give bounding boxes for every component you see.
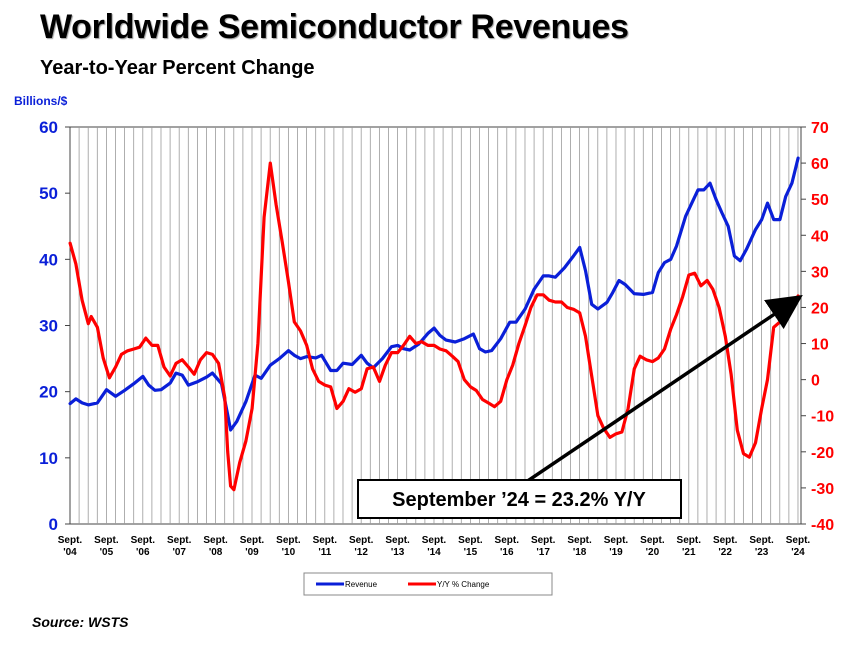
x-tick-label: '15 xyxy=(464,547,478,558)
plot-frame xyxy=(69,126,802,525)
x-tick-label: '24 xyxy=(791,547,805,558)
x-tick-label: Sept. xyxy=(94,535,119,546)
annotation: September ’24 = 23.2% Y/Y xyxy=(357,294,803,519)
x-tick-label: '11 xyxy=(318,547,331,558)
annotation-box xyxy=(357,479,682,519)
x-tick-label: '10 xyxy=(282,547,296,558)
left-axis: 0 10 20 30 40 50 60 xyxy=(39,118,70,534)
x-tick-label: Sept. xyxy=(276,535,301,546)
right-tick-label: 50 xyxy=(811,192,829,209)
right-tick-label: -30 xyxy=(811,481,834,498)
x-tick-label: '13 xyxy=(391,547,405,558)
x-tick-label: Sept. xyxy=(640,535,665,546)
x-tick-label: Sept. xyxy=(385,535,410,546)
x-tick-label: '20 xyxy=(646,547,660,558)
right-tick-label: 20 xyxy=(811,300,829,317)
right-tick-label: 40 xyxy=(811,228,829,245)
x-tick-label: Sept. xyxy=(313,535,338,546)
left-tick-label: 50 xyxy=(39,184,58,203)
right-tick-label: -10 xyxy=(811,409,834,426)
left-tick-label: 10 xyxy=(39,449,58,468)
x-tick-label: '14 xyxy=(427,547,441,558)
x-tick-label: Sept. xyxy=(495,535,520,546)
x-tick-label: Sept. xyxy=(203,535,228,546)
x-tick-label: Sept. xyxy=(713,535,738,546)
x-tick-label: '22 xyxy=(718,547,732,558)
x-tick-label: '07 xyxy=(172,547,186,558)
x-tick-label: '19 xyxy=(609,547,623,558)
x-tick-label: Sept. xyxy=(677,535,702,546)
right-tick-label: 60 xyxy=(811,156,829,173)
x-tick-label: '12 xyxy=(354,547,368,558)
x-tick-label: '23 xyxy=(755,547,769,558)
left-axis-unit-label: Billions/$ xyxy=(14,94,68,108)
x-tick-label: Sept. xyxy=(349,535,374,546)
annotation-text: September ’24 = 23.2% Y/Y xyxy=(392,489,646,511)
x-tick-label: '05 xyxy=(100,547,114,558)
x-tick-label: Sept. xyxy=(422,535,447,546)
chart-title: Worldwide Semiconductor Revenues xyxy=(40,8,629,46)
annotation-arrow xyxy=(527,294,803,483)
x-tick-label: Sept. xyxy=(458,535,483,546)
x-axis: Sept.'04Sept.'05Sept.'06Sept.'07Sept.'08… xyxy=(58,535,811,558)
right-tick-label: 10 xyxy=(811,337,829,354)
right-tick-label: 0 xyxy=(811,373,820,390)
revenue-line xyxy=(68,156,800,432)
right-tick-label: 70 xyxy=(811,120,829,137)
right-tick-label: -40 xyxy=(811,517,834,534)
x-tick-label: '21 xyxy=(682,547,696,558)
legend-label-revenue: Revenue xyxy=(345,580,378,589)
grid-lines xyxy=(78,127,799,524)
x-tick-label: '18 xyxy=(573,547,587,558)
left-tick-label: 40 xyxy=(39,250,58,269)
x-tick-label: Sept. xyxy=(786,535,811,546)
x-tick-label: '06 xyxy=(136,547,150,558)
legend-label-yoy: Y/Y % Change xyxy=(437,580,490,589)
x-tick-label: '04 xyxy=(63,547,77,558)
x-tick-label: Sept. xyxy=(131,535,156,546)
x-tick-label: Sept. xyxy=(58,535,83,546)
legend: Revenue Y/Y % Change xyxy=(303,572,553,596)
left-tick-label: 30 xyxy=(39,317,58,336)
chart-subtitle: Year-to-Year Percent Change xyxy=(40,57,315,79)
source-note: Source: WSTS xyxy=(32,614,129,630)
right-axis: -40 -30 -20 -10 0 10 20 30 40 50 60 70 xyxy=(801,120,834,534)
x-tick-label: '09 xyxy=(245,547,259,558)
x-tick-label: '17 xyxy=(536,547,550,558)
x-tick-label: '16 xyxy=(500,547,514,558)
x-tick-label: '08 xyxy=(209,547,223,558)
left-tick-label: 0 xyxy=(49,515,58,534)
x-tick-label: Sept. xyxy=(604,535,629,546)
x-tick-label: Sept. xyxy=(167,535,192,546)
right-tick-label: -20 xyxy=(811,445,834,462)
left-tick-label: 20 xyxy=(39,383,58,402)
x-tick-label: Sept. xyxy=(567,535,592,546)
yoy-change-line xyxy=(68,161,800,492)
x-tick-label: Sept. xyxy=(749,535,774,546)
x-tick-label: Sept. xyxy=(240,535,265,546)
right-tick-label: 30 xyxy=(811,264,829,281)
series-layer xyxy=(68,156,800,492)
x-tick-label: Sept. xyxy=(531,535,556,546)
left-tick-label: 60 xyxy=(39,118,58,137)
